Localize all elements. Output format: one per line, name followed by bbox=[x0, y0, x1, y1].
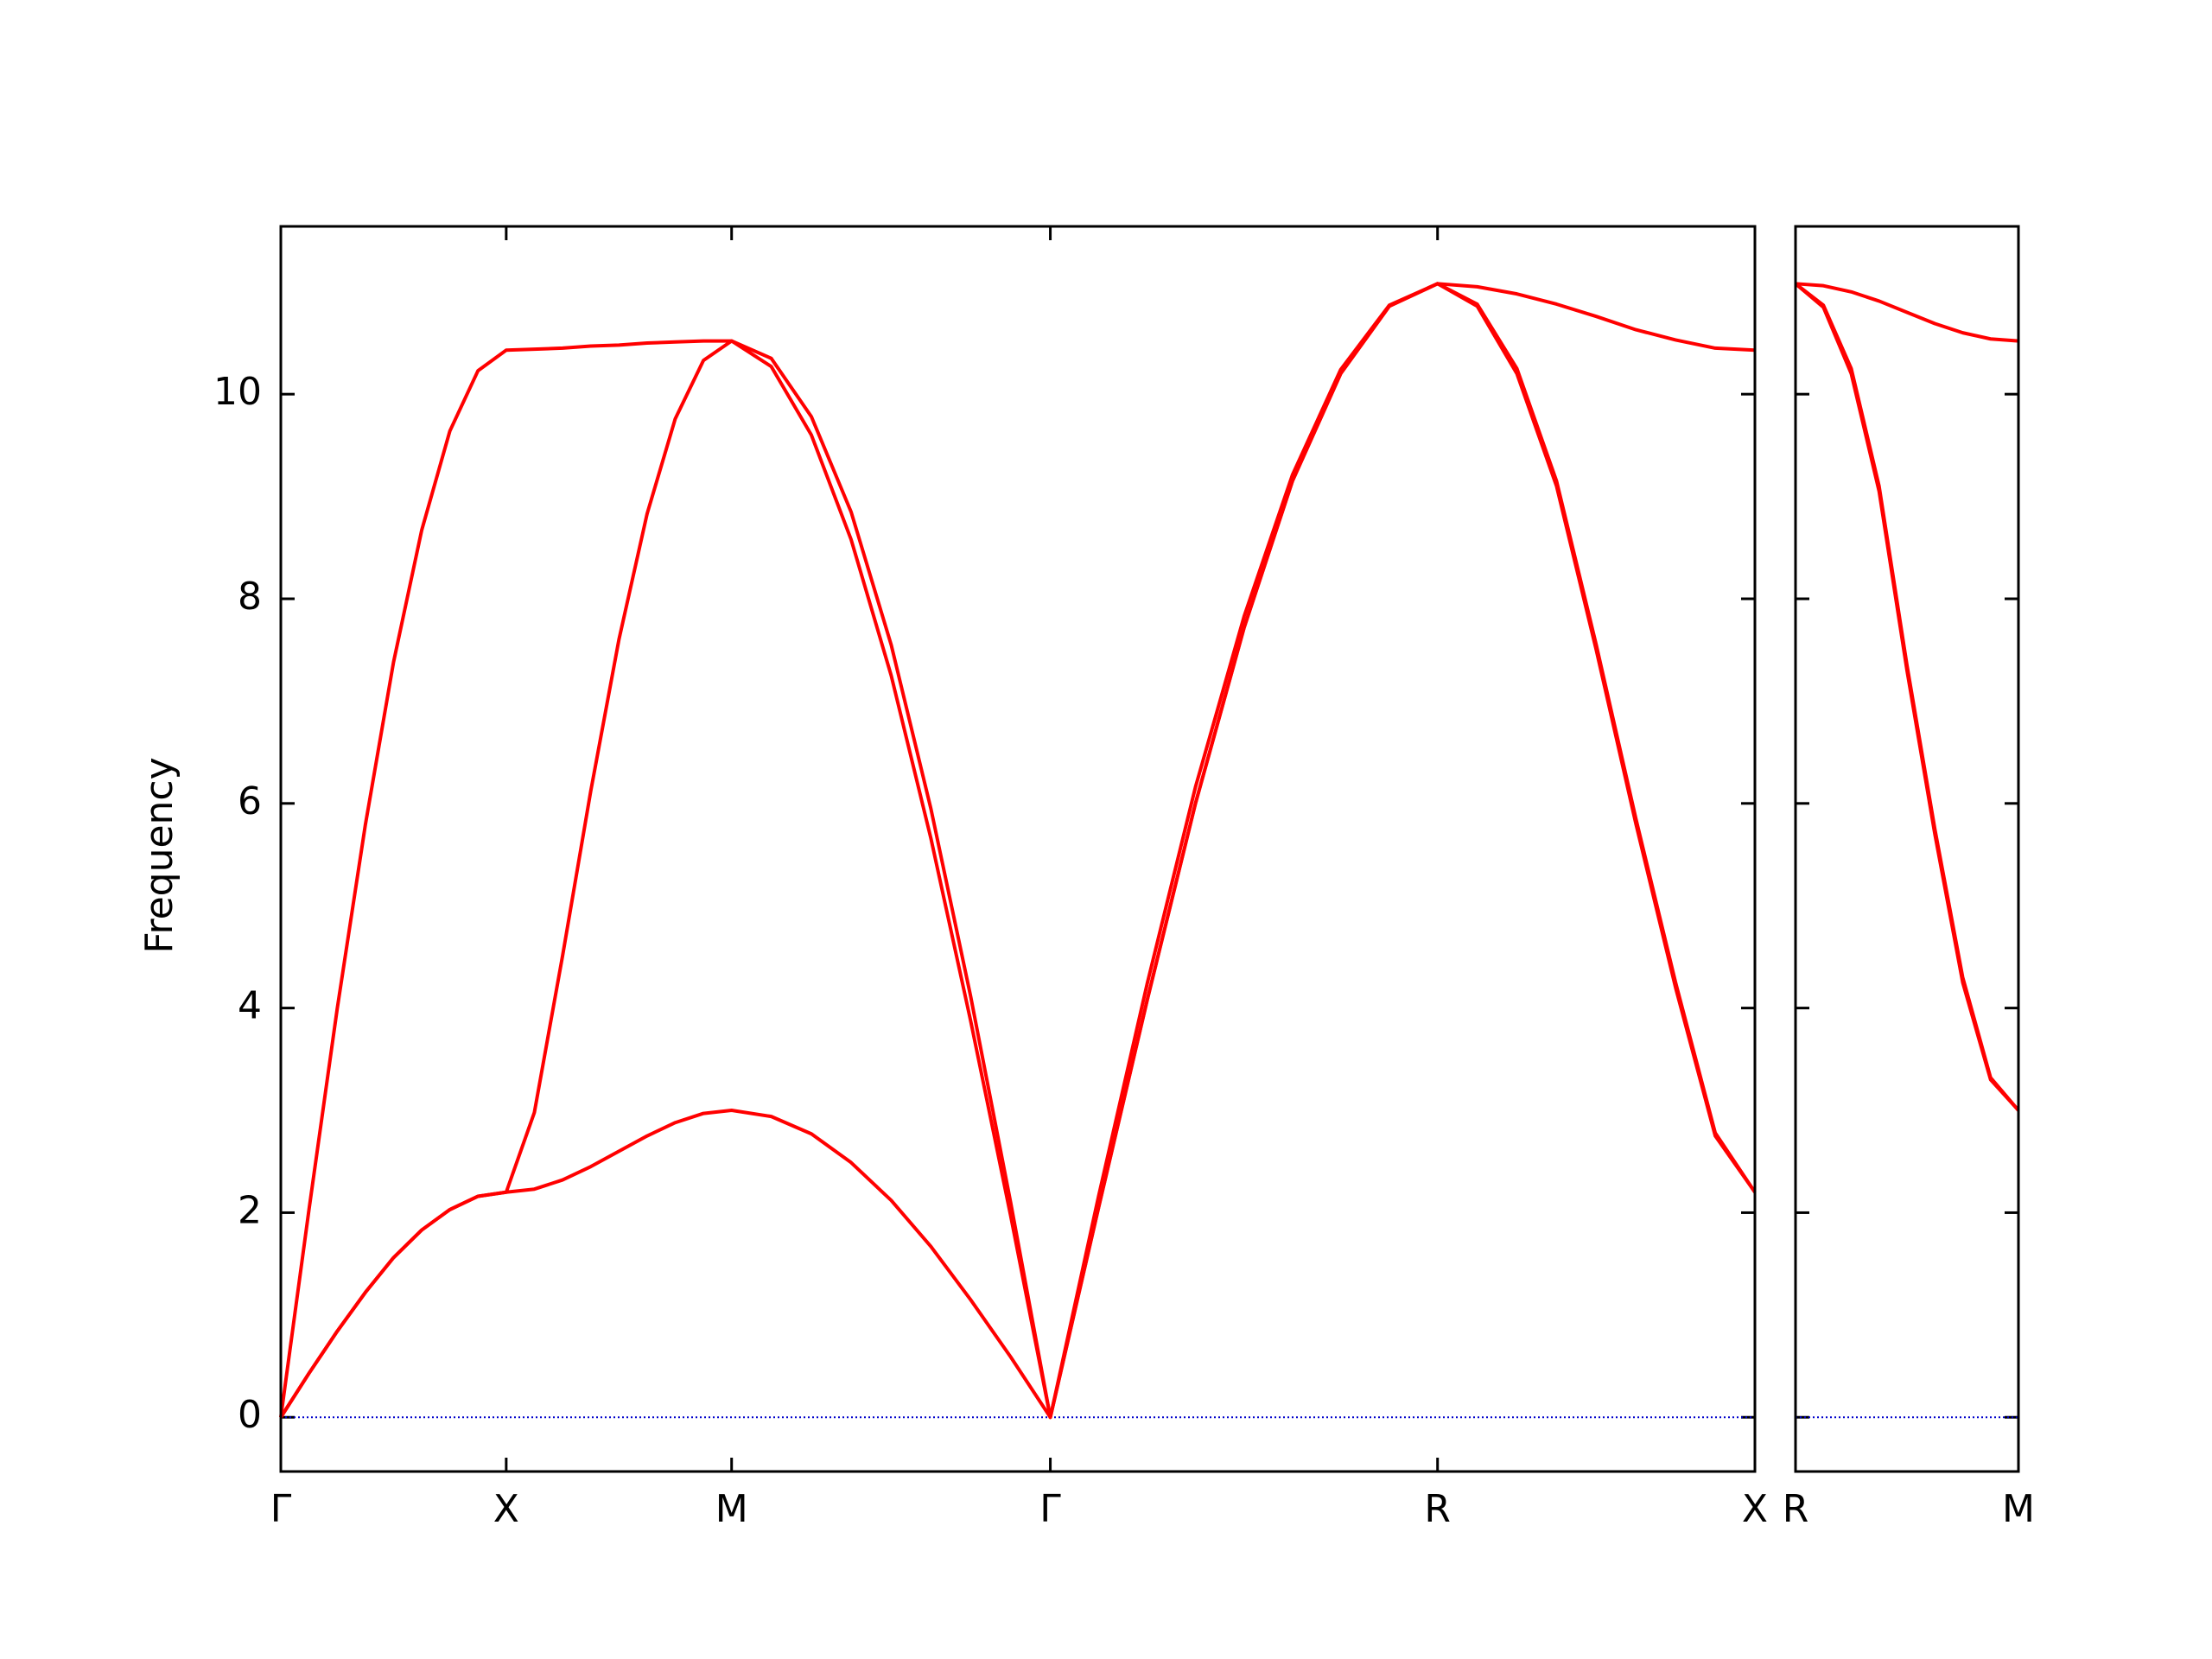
y-axis-label: Frequency bbox=[137, 757, 181, 953]
band-line bbox=[1795, 282, 2019, 343]
x-tick-label: R bbox=[1783, 1487, 1809, 1531]
band-line bbox=[279, 282, 1757, 1420]
y-tick-label: 8 bbox=[238, 575, 262, 619]
plot-frame bbox=[1794, 225, 2020, 1473]
x-tick-label: Γ bbox=[1039, 1487, 1061, 1531]
y-tick-label: 2 bbox=[238, 1188, 262, 1232]
band-line bbox=[1794, 282, 2020, 1112]
y-tick-label: 0 bbox=[238, 1393, 262, 1437]
x-tick-label: R bbox=[1424, 1487, 1451, 1531]
y-tick-label: 6 bbox=[238, 779, 262, 823]
y-tick-label: 10 bbox=[213, 370, 262, 414]
y-tick-label: 4 bbox=[238, 984, 262, 1028]
band-line bbox=[279, 282, 1756, 1420]
x-tick-label: Γ bbox=[270, 1487, 292, 1531]
x-tick-label: M bbox=[2002, 1487, 2035, 1531]
x-tick-label: X bbox=[493, 1487, 519, 1531]
x-tick-label: X bbox=[1742, 1487, 1768, 1531]
plot-frame bbox=[279, 225, 1757, 1473]
x-tick-label: M bbox=[715, 1487, 748, 1531]
